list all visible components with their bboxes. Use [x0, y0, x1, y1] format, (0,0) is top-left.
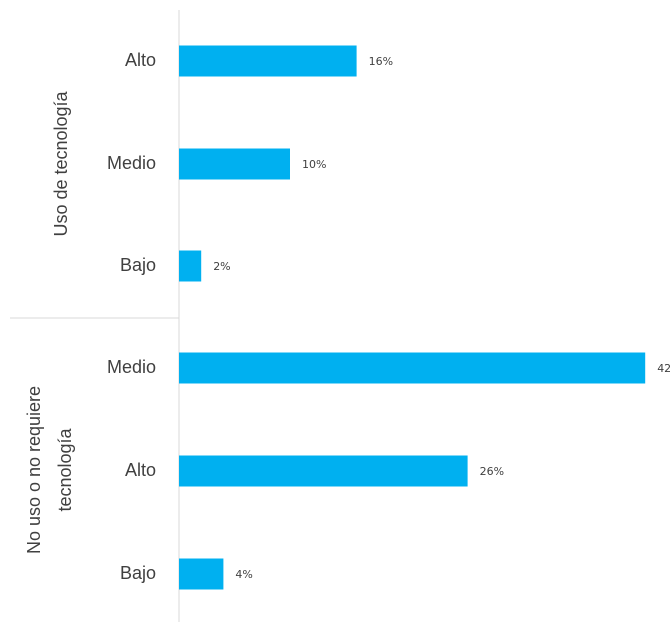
category-label: Alto — [125, 50, 156, 70]
bar — [179, 455, 468, 487]
category-label: Bajo — [120, 563, 156, 583]
data-label: 42% — [657, 362, 670, 375]
data-label: 2% — [213, 260, 230, 273]
data-label: 10% — [302, 158, 326, 171]
group-label: Uso de tecnología — [51, 90, 71, 236]
category-label: Alto — [125, 460, 156, 480]
data-label: 26% — [480, 465, 504, 478]
group-label: No uso o no requiere — [24, 386, 44, 554]
bars — [179, 45, 646, 590]
bar — [179, 352, 646, 384]
group-labels: Uso de tecnología No uso o no requiere tec… — [24, 90, 75, 554]
category-label: Bajo — [120, 255, 156, 275]
bar — [179, 250, 202, 282]
data-label: 16% — [369, 55, 393, 68]
data-label: 4% — [235, 568, 252, 581]
value-labels: 16% 10% 2% 42% 26% 4% — [213, 55, 670, 581]
bar — [179, 45, 357, 77]
group-label: tecnología — [55, 427, 75, 511]
category-label: Medio — [107, 153, 156, 173]
category-label: Medio — [107, 357, 156, 377]
bar — [179, 148, 290, 180]
category-labels: Alto Medio Bajo Medio Alto Bajo — [107, 50, 156, 583]
bar — [179, 558, 224, 590]
chart-axes — [10, 10, 180, 622]
